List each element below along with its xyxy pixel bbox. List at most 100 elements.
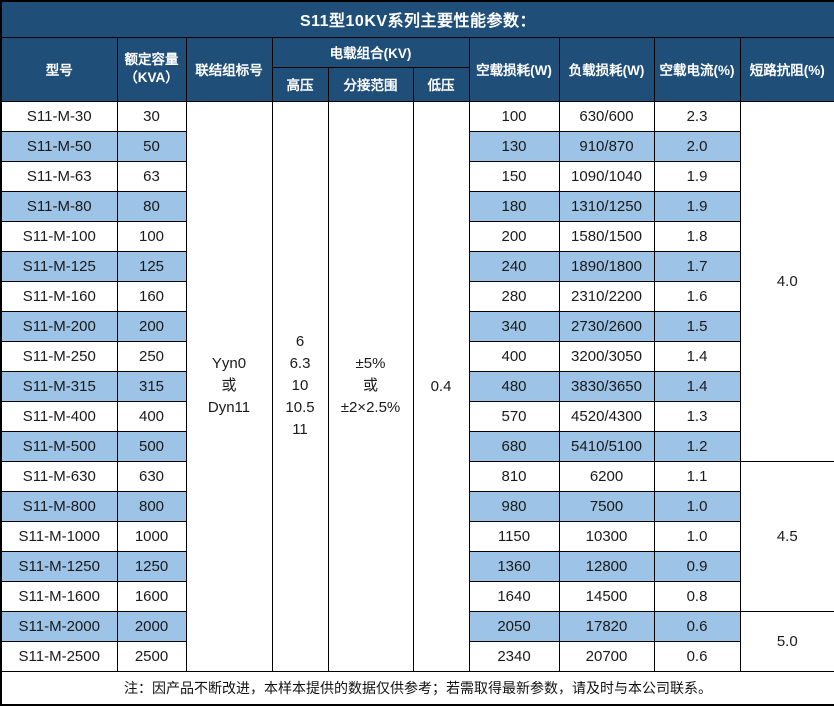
cell-no-load-loss: 340 <box>468 310 560 342</box>
col-header-load-loss: 负载损耗(W) <box>558 36 655 102</box>
cell-no-load-current: 1.1 <box>653 460 741 492</box>
cell-load-loss: 14500 <box>558 580 655 612</box>
cell-load-loss: 12800 <box>558 550 655 582</box>
table-row: S11-M-800 800 980 7500 1.0 <box>0 490 834 522</box>
cell-no-load-loss: 130 <box>468 130 560 162</box>
cell-load-loss: 2730/2600 <box>558 310 655 342</box>
cell-no-load-loss: 1150 <box>468 520 560 552</box>
cell-model: S11-M-160 <box>0 280 118 312</box>
cell-no-load-loss: 2340 <box>468 640 560 672</box>
col-header-no-load-loss: 空载损耗(W) <box>468 36 560 102</box>
table-row: S11-M-2000 2000 2050 17820 0.6 5.0 <box>0 610 834 672</box>
cell-model: S11-M-50 <box>0 130 118 162</box>
col-header-capacity-line1: 额定容量 <box>124 52 179 67</box>
cell-capacity: 630 <box>116 460 187 492</box>
cell-load-loss: 910/870 <box>558 130 655 162</box>
cell-load-loss: 1090/1040 <box>558 160 655 192</box>
cell-lv-value: 0.4 <box>412 100 470 672</box>
table-row: S11-M-2500 2500 2340 20700 0.6 <box>0 640 834 672</box>
cell-load-loss: 630/600 <box>558 100 655 132</box>
cell-model: S11-M-63 <box>0 160 118 192</box>
cell-capacity: 100 <box>116 220 187 252</box>
cell-vector-group: Yyn0 或 Dyn11 <box>185 100 273 672</box>
hv-line: 6.3 <box>289 355 311 372</box>
table-row: S11-M-50 50 130 910/870 2.0 <box>0 130 834 162</box>
cell-capacity: 1250 <box>116 550 187 582</box>
cell-capacity: 30 <box>116 100 187 132</box>
cell-load-loss: 10300 <box>558 520 655 552</box>
col-header-impedance: 短路抗阻(%) <box>739 36 834 102</box>
cell-model: S11-M-2500 <box>0 640 118 672</box>
title-row: S11型10KV系列主要性能参数： <box>0 0 834 38</box>
footer-row: 注：因产品不断改进，本样本提供的数据仅供参考；若需取得最新参数，请及时与本公司联… <box>0 670 834 706</box>
cell-model: S11-M-1250 <box>0 550 118 582</box>
table-row: S11-M-63 63 150 1090/1040 1.9 <box>0 160 834 192</box>
tap-range-line: ±5% <box>355 355 386 372</box>
cell-no-load-loss: 150 <box>468 160 560 192</box>
cell-no-load-current: 1.7 <box>653 250 741 282</box>
table-row: S11-M-125 125 240 1890/1800 1.7 <box>0 250 834 282</box>
cell-load-loss: 1890/1800 <box>558 250 655 282</box>
cell-impedance-group-1: 4.0 <box>739 100 834 462</box>
cell-model: S11-M-30 <box>0 100 118 132</box>
cell-capacity: 125 <box>116 250 187 282</box>
col-header-tap-range: 分接范围 <box>327 66 414 102</box>
cell-no-load-loss: 980 <box>468 490 560 522</box>
cell-no-load-current: 0.8 <box>653 580 741 612</box>
hv-line: 11 <box>292 421 308 438</box>
cell-no-load-current: 0.6 <box>653 640 741 672</box>
cell-load-loss: 1580/1500 <box>558 220 655 252</box>
cell-model: S11-M-125 <box>0 250 118 282</box>
cell-model: S11-M-315 <box>0 370 118 402</box>
cell-model: S11-M-1000 <box>0 520 118 552</box>
cell-capacity: 800 <box>116 490 187 522</box>
cell-no-load-current: 1.8 <box>653 220 741 252</box>
col-header-capacity-line2: （KVA） <box>124 70 179 85</box>
cell-no-load-current: 2.0 <box>653 130 741 162</box>
tap-range-line: ±2×2.5% <box>340 399 401 416</box>
vector-group-line: 或 <box>221 377 237 394</box>
cell-load-loss: 3830/3650 <box>558 370 655 402</box>
cell-no-load-current: 1.9 <box>653 160 741 192</box>
cell-model: S11-M-250 <box>0 340 118 372</box>
table-row: S11-M-80 80 180 1310/1250 1.9 <box>0 190 834 222</box>
cell-no-load-current: 0.6 <box>653 610 741 642</box>
cell-capacity: 500 <box>116 430 187 462</box>
table-row: S11-M-1250 1250 1360 12800 0.9 <box>0 550 834 582</box>
cell-capacity: 200 <box>116 310 187 342</box>
cell-no-load-current: 1.3 <box>653 400 741 432</box>
cell-model: S11-M-200 <box>0 310 118 342</box>
table-row: S11-M-500 500 680 5410/5100 1.2 <box>0 430 834 462</box>
cell-no-load-current: 1.0 <box>653 490 741 522</box>
cell-no-load-loss: 680 <box>468 430 560 462</box>
cell-capacity: 2500 <box>116 640 187 672</box>
cell-model: S11-M-500 <box>0 430 118 462</box>
cell-load-loss: 1310/1250 <box>558 190 655 222</box>
page-title: S11型10KV系列主要性能参数： <box>0 0 834 38</box>
cell-impedance-group-2: 4.5 <box>739 460 834 612</box>
footer-note: 注：因产品不断改进，本样本提供的数据仅供参考；若需取得最新参数，请及时与本公司联… <box>0 670 834 706</box>
table-row: S11-M-160 160 280 2310/2200 1.6 <box>0 280 834 312</box>
cell-no-load-loss: 240 <box>468 250 560 282</box>
cell-no-load-current: 1.6 <box>653 280 741 312</box>
cell-capacity: 50 <box>116 130 187 162</box>
cell-no-load-loss: 200 <box>468 220 560 252</box>
cell-model: S11-M-400 <box>0 400 118 432</box>
cell-no-load-current: 2.3 <box>653 100 741 132</box>
table-row: S11-M-30 30 Yyn0 或 Dyn11 6 6.3 10 10.5 1… <box>0 100 834 672</box>
cell-load-loss: 4520/4300 <box>558 400 655 432</box>
header-row-1: 型号 额定容量 （KVA） 联结组标号 电载组合(KV) 空载损耗(W) 负载损… <box>0 36 834 102</box>
col-header-model: 型号 <box>0 36 118 102</box>
cell-capacity: 1000 <box>116 520 187 552</box>
cell-model: S11-M-80 <box>0 190 118 222</box>
cell-capacity: 1600 <box>116 580 187 612</box>
table-row: S11-M-315 315 480 3830/3650 1.4 <box>0 370 834 402</box>
cell-capacity: 2000 <box>116 610 187 642</box>
cell-no-load-current: 1.2 <box>653 430 741 462</box>
hv-line: 10 <box>291 377 309 394</box>
cell-no-load-loss: 280 <box>468 280 560 312</box>
header-row-2: 高压 分接范围 低压 <box>1 66 834 102</box>
cell-load-loss: 2310/2200 <box>558 280 655 312</box>
cell-capacity: 250 <box>116 340 187 372</box>
